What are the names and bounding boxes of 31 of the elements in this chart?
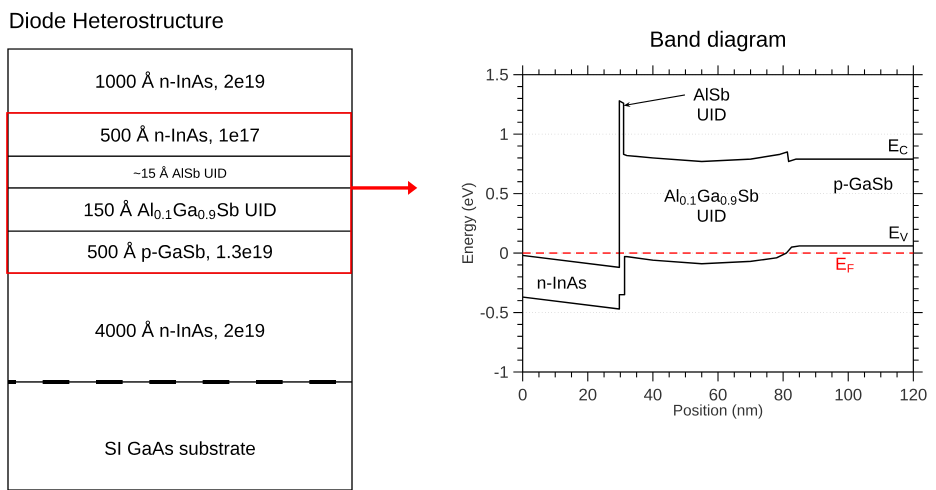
x-tick-label: 40 (644, 388, 662, 401)
x-tick-label: 60 (710, 388, 727, 401)
ref-line-label: E$_{F}$ (836, 258, 854, 273)
y-axis-title: Energy (eV) (462, 183, 476, 263)
y-tick-label: 1 (500, 128, 508, 140)
annotation: AlSb UID (693, 88, 730, 121)
x-tick-label: 120 (900, 388, 927, 401)
legend-label: E$_{V}$ (890, 226, 908, 242)
x-tick-label: 0 (518, 388, 527, 401)
text: 500 Å n-InAs, 1e17 (100, 125, 259, 144)
y-tick-label: -1 (494, 366, 508, 378)
x-tick-label: 100 (836, 388, 862, 401)
y-tick-label: 0 (500, 247, 508, 259)
chart-title: Band diagram (651, 30, 785, 52)
x-tick-label: 20 (579, 388, 596, 401)
annotation: Al$_{0.1}$Ga$_{0.9}$Sb UID (664, 189, 758, 222)
text: 1000 Å n-InAs, 2e19 (96, 71, 264, 90)
annotation: n-InAs (538, 276, 586, 289)
annotation: p-GaSb (834, 177, 892, 194)
x-axis-title: Position (nm) (674, 404, 762, 419)
text: Diode Heterostructure (10, 12, 223, 28)
text: 4000 Å n-InAs, 2e19 (95, 320, 264, 340)
y-tick-label: 0.5 (486, 188, 508, 200)
x-tick-label: 80 (774, 388, 792, 401)
text: 500 Å p-GaSb, 1.3e19 (88, 242, 272, 262)
text: 150 Å Al$_{0.1}$Ga$_{0.9}$Sb UID (84, 200, 276, 220)
text: SI GaAs substrate (105, 441, 255, 455)
text: ~15 Å AlSb UID (134, 166, 226, 178)
y-tick-label: -0.5 (480, 306, 508, 318)
y-tick-label: 1.5 (486, 68, 508, 80)
legend-label: E$_{C}$ (889, 139, 908, 154)
